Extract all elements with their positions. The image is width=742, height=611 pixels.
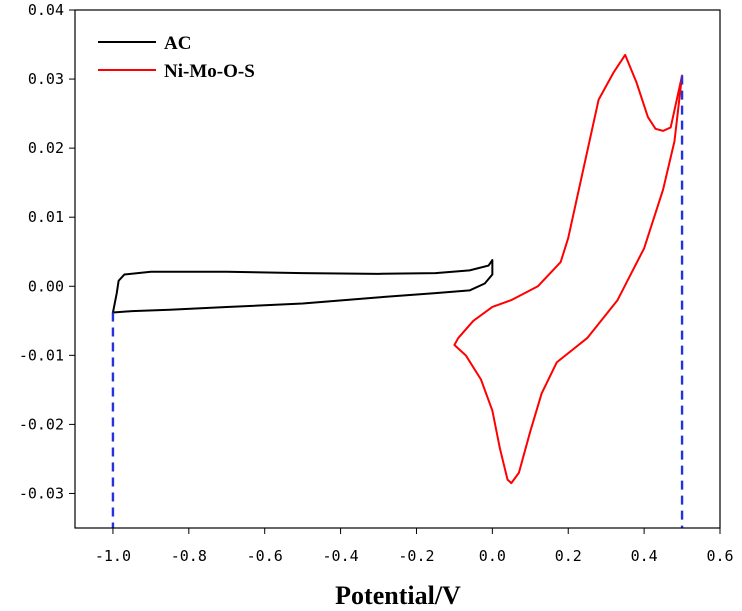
x-tick-label: -0.8 xyxy=(171,547,207,565)
y-tick-label: 0.04 xyxy=(28,1,64,19)
y-tick-label: -0.02 xyxy=(19,415,64,433)
x-tick-label: -0.4 xyxy=(323,547,359,565)
series-line-ni-mo-o-s xyxy=(453,53,684,485)
legend-label-ac: AC xyxy=(164,33,191,54)
x-tick-label: 0.4 xyxy=(631,547,658,565)
x-tick-label: 0.0 xyxy=(479,547,506,565)
y-tick-label: 0.03 xyxy=(28,70,64,88)
y-tick-label: -0.01 xyxy=(19,346,64,364)
x-tick-label: -0.2 xyxy=(398,547,434,565)
series-line-ac xyxy=(111,259,494,314)
x-tick-label: 0.2 xyxy=(555,547,582,565)
x-tick-label: 0.6 xyxy=(706,547,733,565)
plot-frame xyxy=(74,9,721,529)
x-axis-title: Potential/V xyxy=(335,581,461,610)
legend: AC Ni-Mo-O-S xyxy=(98,33,255,82)
y-tick-label: -0.03 xyxy=(19,484,64,502)
y-tick-label: 0.00 xyxy=(28,277,64,295)
x-tick-label: -1.0 xyxy=(95,547,131,565)
x-tick-label: -0.6 xyxy=(247,547,283,565)
plot-lines xyxy=(111,53,684,528)
y-tick-label: 0.01 xyxy=(28,208,64,226)
y-tick-label: 0.02 xyxy=(28,139,64,157)
axis-ticks: -1.0 -0.8 -0.6 -0.4 -0.2 0.0 0.2 0.4 0.6 0.04 0.03… xyxy=(19,1,734,565)
legend-label-ni-mo-o-s: Ni-Mo-O-S xyxy=(164,61,255,82)
